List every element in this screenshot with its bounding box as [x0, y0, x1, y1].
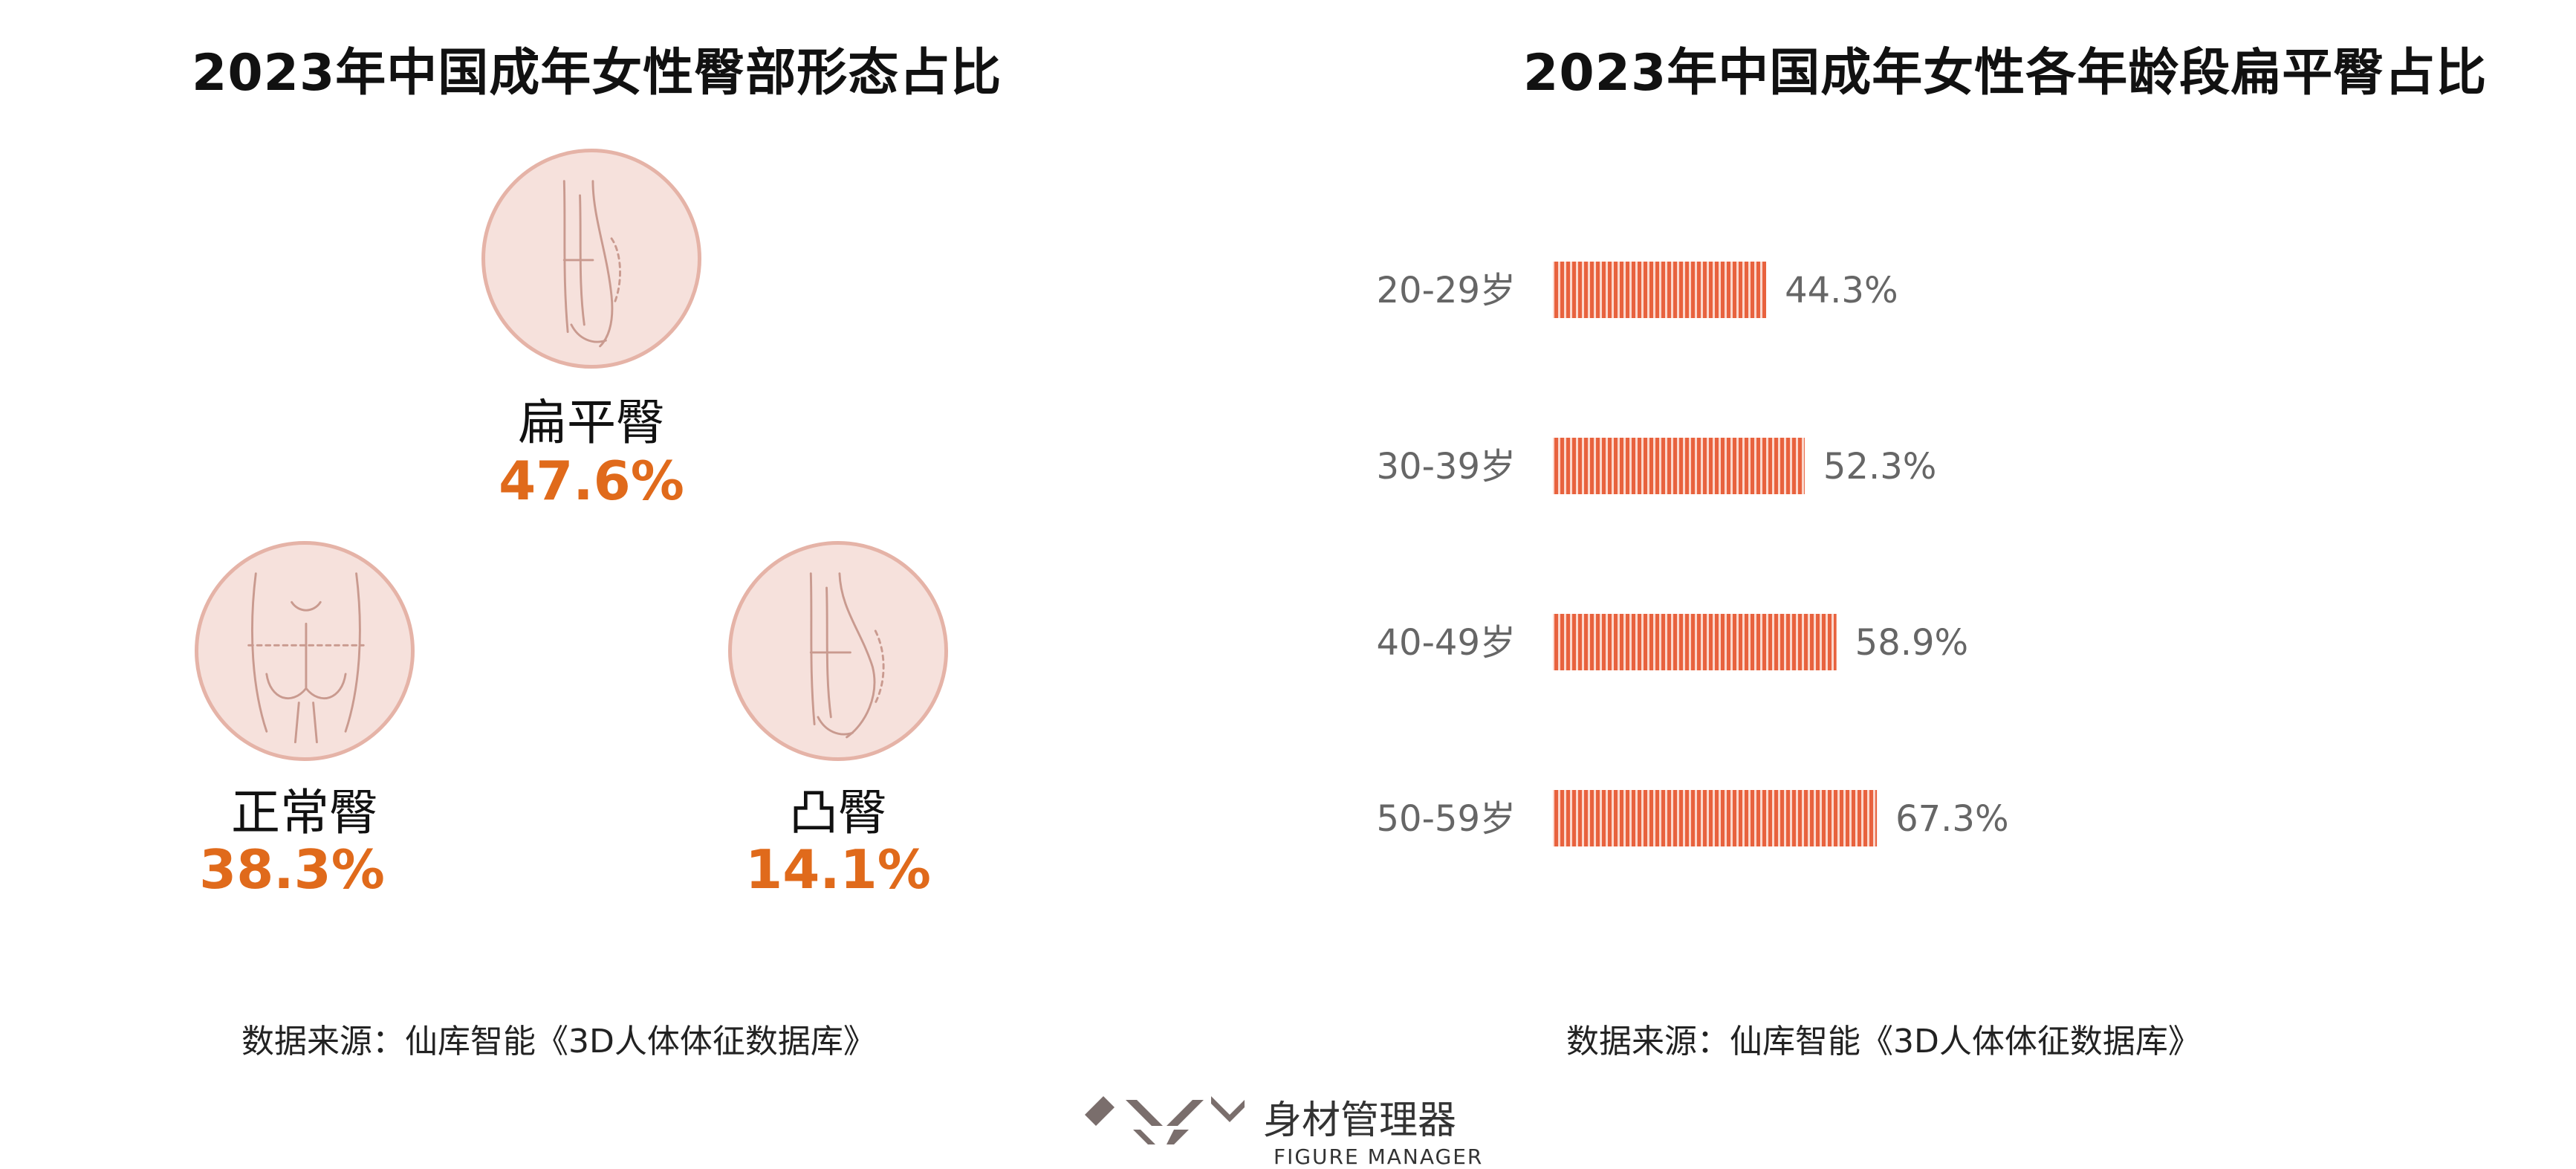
- right-chart-title: 2023年中国成年女性各年龄段扁平臀占比: [1523, 44, 2488, 103]
- left-data-source: 数据来源：仙库智能《3D人体体征数据库》: [241, 1023, 876, 1060]
- category-label: 50-59岁: [1377, 798, 1516, 840]
- bar-50-59岁: [1553, 790, 1878, 846]
- normal-hip-illustration: [195, 541, 415, 761]
- value-label: 52.3%: [1823, 446, 1936, 488]
- category-label: 30-39岁: [1377, 446, 1516, 488]
- bar-20-29岁: [1553, 262, 1767, 318]
- protruding-hip-label: 凸臀: [789, 784, 887, 841]
- value-label: 58.9%: [1855, 622, 1968, 664]
- flat-hip-illustration: [481, 149, 701, 369]
- normal-hip-figure-icon: [247, 572, 365, 744]
- left-chart-title: 2023年中国成年女性臀部形态占比: [192, 44, 1002, 103]
- protruding-hip-value: 14.1%: [745, 838, 931, 901]
- value-label: 67.3%: [1895, 798, 2008, 840]
- category-label: 20-29岁: [1377, 270, 1516, 311]
- value-label: 44.3%: [1785, 270, 1898, 311]
- protruding-hip-illustration: [728, 541, 948, 761]
- right-data-source: 数据来源：仙库智能《3D人体体征数据库》: [1566, 1023, 2201, 1060]
- logo-english-text: FIGURE MANAGER: [1274, 1144, 1484, 1169]
- bar-40-49岁: [1553, 614, 1837, 670]
- flat-hip-label: 扁平臀: [518, 394, 665, 451]
- figure-manager-logo-icon: [1085, 1096, 1245, 1144]
- age-group-bar-chart: 20-29岁 44.3% 30-39岁 52.3% 40-49岁 58.9% 50-59岁 6…: [1377, 262, 2009, 846]
- logo-chinese-text: 身材管理器: [1263, 1098, 1457, 1143]
- flat-hip-value: 47.6%: [499, 450, 684, 512]
- category-label: 40-49岁: [1377, 622, 1516, 664]
- normal-hip-value: 38.3%: [199, 838, 385, 901]
- flat-hip-figure-icon: [562, 180, 621, 348]
- bar-30-39岁: [1553, 438, 1805, 494]
- protruding-hip-figure-icon: [809, 572, 885, 739]
- normal-hip-label: 正常臀: [231, 784, 378, 841]
